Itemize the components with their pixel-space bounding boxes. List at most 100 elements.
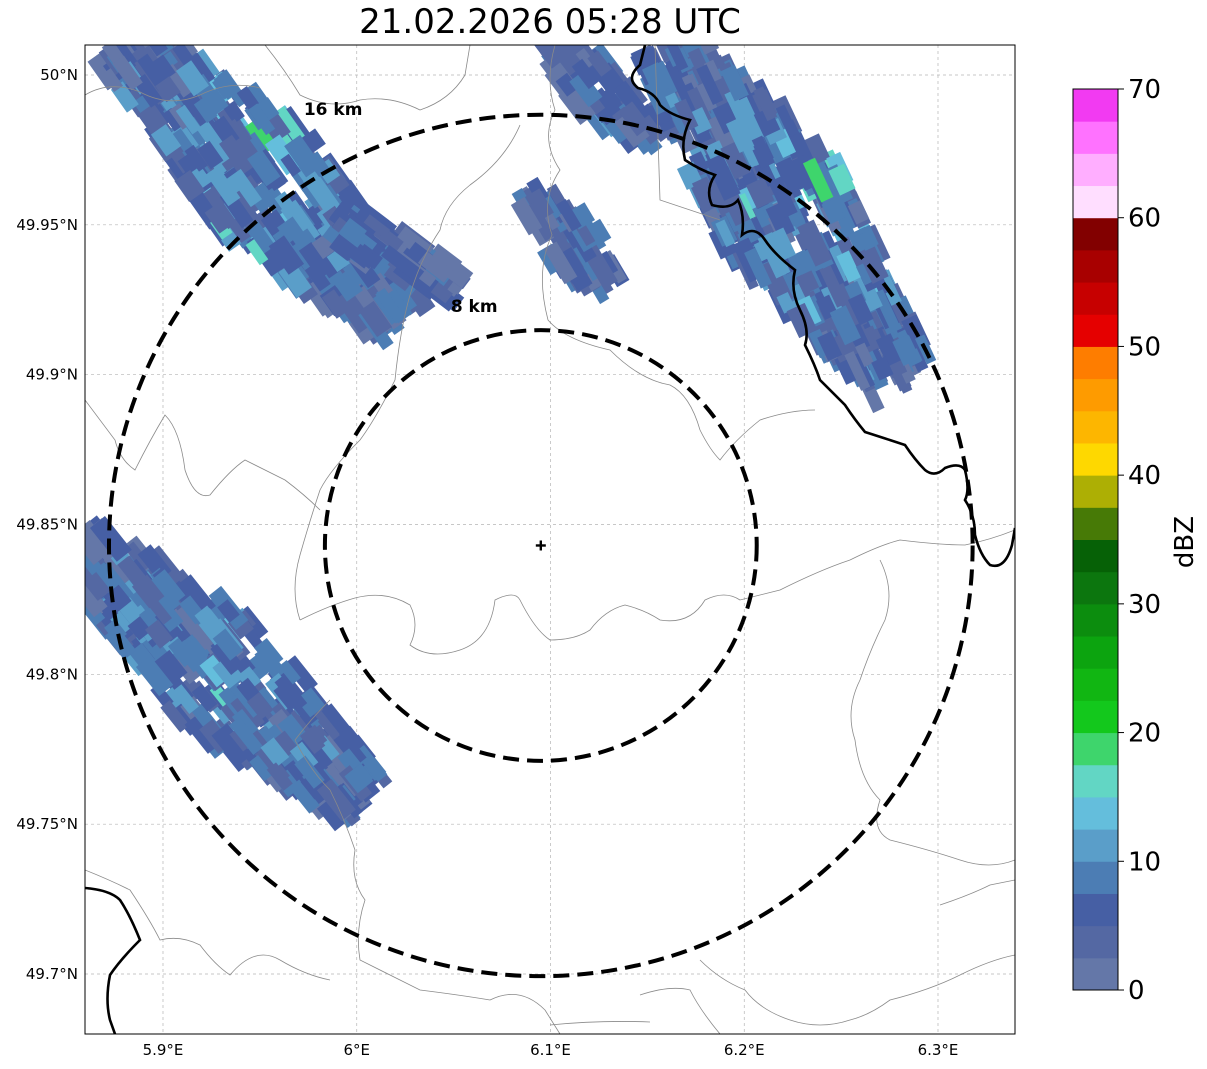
echo-pixel (245, 239, 269, 266)
echo-pixel (543, 241, 578, 285)
admin-boundary (939, 879, 1015, 906)
colorbar-bin (1073, 668, 1118, 701)
echo-pixel (125, 45, 164, 49)
lon-tick-label: 6°E (343, 1041, 370, 1059)
colorbar-bin (1073, 410, 1118, 444)
colorbar (1073, 89, 1118, 991)
echo-pixel (212, 655, 245, 689)
echo-pixel (688, 151, 709, 174)
echo-pixel (321, 703, 350, 735)
echo-pixel (85, 532, 109, 566)
colorbar-ticks: 0 10 20 30 40 50 60 70 (1118, 75, 1161, 1006)
colorbar-bin (1073, 539, 1118, 573)
colorbar-bin (1073, 764, 1118, 798)
colorbar-bin (1073, 571, 1118, 605)
echo-pixel (326, 248, 350, 273)
ring-label-16km: 16 km (304, 100, 363, 120)
echo-pixel (147, 54, 176, 84)
echo-pixel (302, 171, 342, 216)
echo-pixel (193, 97, 218, 124)
echo-pixel (50, 558, 84, 596)
admin-boundary (654, 45, 721, 221)
echo-pixel (189, 623, 214, 651)
colorbar-tick-label: 60 (1128, 204, 1161, 234)
colorbar-bin (1073, 282, 1118, 315)
echo-pixel (427, 247, 474, 289)
admin-boundary (85, 84, 261, 102)
echo-pixel (229, 716, 264, 756)
echo-pixel (247, 149, 281, 187)
echo-pixel (525, 188, 554, 222)
echo-pixel (696, 64, 724, 105)
echo-pixel (799, 246, 824, 275)
admin-boundary (699, 954, 1015, 1026)
echo-pixel (312, 705, 342, 740)
echo-pixel (101, 68, 124, 93)
ring-label-8km: 8 km (451, 297, 498, 317)
echo-pixel (85, 556, 111, 601)
echo-pixel (230, 693, 265, 732)
colorbar-bin (1073, 925, 1118, 959)
echo-pixel (175, 104, 202, 135)
colorbar-bin (1073, 185, 1118, 219)
echo-pixel (847, 293, 874, 326)
national-border (85, 886, 142, 1034)
echo-pixel (674, 98, 699, 132)
lat-tick-label: 49.95°N (16, 216, 78, 234)
admin-boundary (850, 559, 1015, 866)
echo-pixel (85, 566, 86, 595)
admin-boundary (299, 559, 851, 655)
echo-pixel (171, 684, 199, 715)
echo-pixel (795, 295, 822, 328)
colorbar-bin (1073, 507, 1118, 540)
lat-tick-label: 49.85°N (16, 516, 78, 534)
echo-pixel (224, 168, 263, 211)
echo-pixel (134, 7, 163, 38)
echo-pixel (618, 101, 651, 137)
echo-pixel (556, 199, 582, 232)
echo-pixel (254, 637, 284, 669)
echo-pixel (249, 754, 274, 782)
colorbar-bin (1073, 861, 1118, 894)
range-ring-16km (106, 112, 975, 979)
echo-pixel (53, 565, 79, 592)
colorbar-bin (1073, 121, 1118, 154)
echo-pixel (797, 219, 833, 267)
echo-pixel (135, 655, 174, 697)
echo-pixel (175, 60, 210, 97)
echo-pixel (85, 566, 88, 595)
echo-pixel (691, 176, 721, 212)
echo-pixel (687, 106, 712, 135)
colorbar-tick-label: 10 (1128, 847, 1161, 877)
echo-pixel (569, 71, 603, 108)
echo-pixel (829, 305, 862, 346)
echo-pixel (768, 176, 798, 218)
echo-pixel (821, 197, 846, 225)
echo-pixel (847, 200, 870, 225)
admin-boundary (542, 45, 816, 461)
echo-pixel (665, 45, 689, 72)
echo-pixel (212, 628, 243, 661)
echo-pixel (266, 762, 293, 791)
colorbar-bin (1073, 378, 1118, 412)
lat-tick-label: 49.9°N (26, 366, 78, 384)
echo-pixel (85, 575, 108, 618)
echo-pixel (274, 191, 298, 217)
echo-pixel (223, 140, 250, 170)
echo-pixel (775, 156, 805, 195)
echo-pixel (836, 250, 862, 283)
echo-pixel (155, 76, 181, 103)
echo-pixel (124, 541, 152, 572)
longitude-ticks: 5.9°E 6°E 6.1°E 6.2°E 6.3°E (143, 1041, 959, 1059)
colorbar-bin (1073, 217, 1118, 251)
echo-pixel (154, 649, 188, 685)
echo-cell-ne-band (630, 45, 937, 414)
echo-pixel (613, 80, 646, 117)
lon-tick-label: 6.1°E (530, 1041, 571, 1059)
echo-pixel (211, 723, 253, 768)
echo-pixel (363, 214, 391, 239)
colorbar-label: dBZ (1170, 516, 1200, 568)
lat-tick-label: 49.8°N (26, 665, 78, 683)
echo-pixel (344, 764, 374, 794)
echo-pixel (828, 163, 856, 196)
